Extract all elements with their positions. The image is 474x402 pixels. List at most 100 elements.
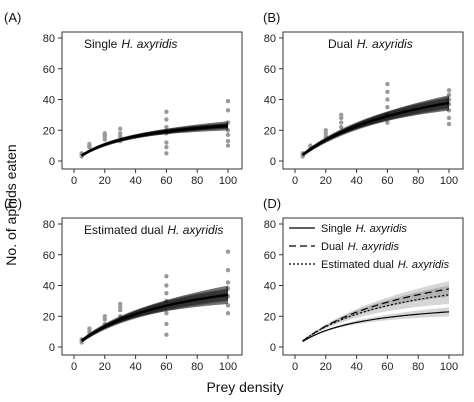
x-tick-label: 20: [99, 175, 111, 187]
data-point: [339, 124, 344, 130]
x-tick-label: 60: [160, 175, 172, 187]
data-point: [385, 120, 390, 125]
y-tick-label: 80: [264, 33, 276, 45]
data-point: [446, 88, 452, 93]
fitted-curve: [301, 101, 450, 156]
data-point: [225, 132, 231, 138]
data-point: [102, 131, 108, 136]
confidence-band-solid: [302, 307, 449, 342]
panel-title-text: Dual: [328, 37, 353, 51]
x-tick-label: 0: [71, 361, 77, 373]
y-tick-label: 60: [264, 250, 276, 262]
data-point: [225, 249, 231, 254]
x-tick-label: 60: [381, 361, 393, 373]
confidence-band: [302, 95, 449, 156]
y-tick-label: 20: [43, 311, 55, 323]
x-tick-label: 100: [219, 361, 237, 373]
x-tick-label: 80: [412, 361, 424, 373]
fitted-curve-dashed: [302, 288, 450, 342]
data-point: [102, 314, 108, 319]
y-tick-label: 40: [43, 281, 55, 293]
data-point: [385, 81, 390, 87]
data-point: [164, 151, 169, 156]
data-point: [446, 121, 452, 127]
y-tick-label: 0: [49, 342, 55, 354]
panel-title: Dual H. axyridis: [328, 37, 413, 51]
data-point: [225, 138, 231, 144]
data-point: [102, 137, 108, 142]
data-point: [225, 280, 231, 285]
x-tick-label: 40: [129, 175, 141, 187]
data-point: [164, 144, 169, 150]
y-tick-label: 40: [43, 95, 55, 107]
confidence-band-dashed: [302, 281, 449, 342]
y-tick-label: 20: [43, 125, 55, 137]
data-point: [164, 124, 169, 130]
data-point: [164, 310, 169, 316]
x-tick-label: 40: [350, 361, 362, 373]
data-point: [87, 326, 92, 331]
data-point: [385, 97, 390, 102]
y-axis-label: No. of aphids eaten: [3, 144, 19, 265]
data-point: [339, 112, 344, 118]
panel-c: 0 20 40 60 80 100 0 20 40 60 80 (C) Estimated dual H.…: [4, 196, 243, 373]
data-point: [225, 267, 231, 273]
y-tick-label: 0: [270, 156, 276, 168]
x-tick-label: 80: [191, 175, 203, 187]
y-tick-label: 0: [49, 156, 55, 168]
data-point: [164, 109, 169, 115]
data-point: [102, 317, 108, 322]
data-point: [323, 128, 328, 133]
legend-entry-species: H. axyridis: [398, 259, 450, 271]
fitted-curve-solid: [302, 311, 450, 343]
data-point: [308, 143, 313, 148]
legend-entry-species: H. axyridis: [348, 241, 400, 253]
fitted-curve: [81, 124, 229, 157]
data-point: [118, 307, 123, 313]
data-point: [87, 329, 92, 334]
data-point: [385, 89, 390, 95]
panel-title: Single H. axyridis: [84, 37, 177, 51]
x-tick-label: 100: [440, 361, 458, 373]
x-tick-label: 100: [219, 175, 237, 187]
confidence-band-dotted: [302, 285, 449, 342]
panel-label: (C): [4, 196, 22, 211]
data-point: [225, 310, 231, 316]
plot-frame: [61, 217, 243, 356]
panel-d: 0 20 40 60 80 100 0 20 40 60 80 (D) Single H. axyridi…: [263, 196, 464, 373]
data-point: [118, 126, 123, 131]
x-tick-label: 40: [350, 175, 362, 187]
data-point: [164, 274, 169, 279]
x-tick-label: 0: [71, 175, 77, 187]
legend-entry-text: Single: [321, 223, 352, 235]
data-point: [118, 131, 123, 136]
legend-entry: Single H. axyridis: [321, 223, 407, 235]
legend-entry: Dual H. axyridis: [321, 241, 399, 253]
data-point: [225, 98, 231, 104]
fitted-curve-dotted: [302, 294, 450, 342]
data-point: [164, 290, 169, 296]
panel-b: 0 20 40 60 80 100 0 20 40 60 80 (B) Dual H. axyridis: [263, 10, 464, 187]
x-tick-label: 60: [381, 175, 393, 187]
panel-label: (A): [4, 10, 21, 25]
y-tick-label: 60: [43, 250, 55, 262]
plot-frame: [282, 31, 464, 170]
y-tick-label: 40: [264, 95, 276, 107]
data-point: [118, 134, 123, 139]
x-tick-label: 20: [320, 175, 332, 187]
panel-title: Estimated dual H. axyridis: [84, 223, 223, 237]
plot-frame: [282, 217, 464, 356]
legend-entry: Estimated dual H. axyridis: [321, 259, 450, 271]
y-tick-label: 0: [270, 342, 276, 354]
x-tick-label: 20: [99, 361, 111, 373]
legend-entry-species: H. axyridis: [356, 223, 408, 235]
y-tick-label: 60: [264, 64, 276, 76]
data-point: [164, 140, 169, 145]
y-tick-label: 40: [264, 281, 276, 293]
panel-title-species: H. axyridis: [357, 37, 413, 51]
panel-a: 0 20 40 60 80 100 0 20 40 60 80 (A) Single H. axyridi…: [4, 10, 243, 187]
x-tick-label: 20: [320, 361, 332, 373]
legend-entry-text: Estimated dual: [321, 259, 394, 271]
data-point: [164, 332, 169, 337]
